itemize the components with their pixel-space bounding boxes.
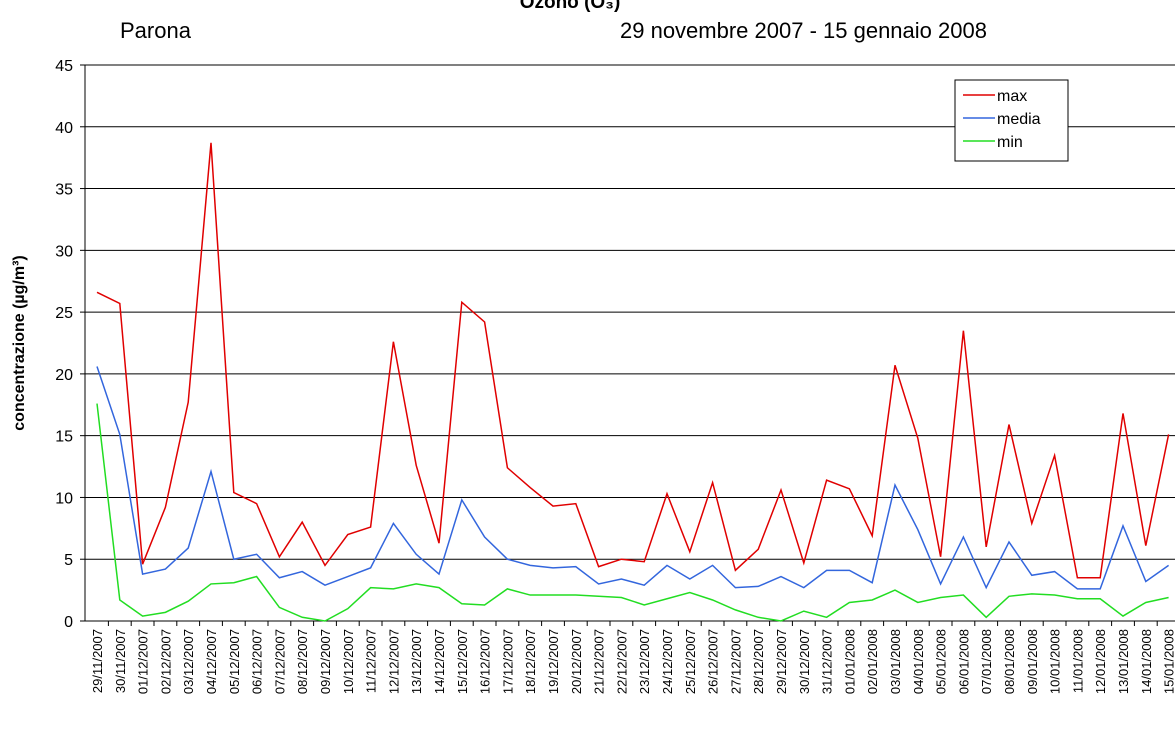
x-tick-label: 20/12/2007 bbox=[569, 629, 584, 694]
x-tick-label: 24/12/2007 bbox=[660, 629, 675, 694]
x-tick-label: 03/01/2008 bbox=[888, 629, 903, 694]
line bbox=[96, 142, 1170, 579]
subtitle: Parona bbox=[120, 18, 192, 43]
legend-label: min bbox=[997, 134, 1023, 151]
legend-label: media bbox=[997, 111, 1041, 128]
x-tick-label: 12/01/2008 bbox=[1093, 629, 1108, 694]
x-tick-label: 05/01/2008 bbox=[934, 629, 949, 694]
x-tick-label: 06/12/2007 bbox=[250, 629, 265, 694]
x-tick-label: 27/12/2007 bbox=[728, 629, 743, 694]
x-tick-label: 03/12/2007 bbox=[181, 629, 196, 694]
x-tick-label: 01/12/2007 bbox=[136, 629, 151, 694]
x-tick-label: 15/12/2007 bbox=[455, 629, 470, 694]
x-tick-label: 08/12/2007 bbox=[295, 629, 310, 694]
x-tick-label: 02/01/2008 bbox=[865, 629, 880, 694]
x-tick-label: 02/12/2007 bbox=[158, 629, 173, 694]
subtitle: 29 novembre 2007 - 15 gennaio 2008 bbox=[620, 18, 987, 43]
x-tick-label: 10/12/2007 bbox=[341, 629, 356, 694]
x-tick-label: 09/12/2007 bbox=[318, 629, 333, 694]
x-tick-label: 10/01/2008 bbox=[1048, 629, 1063, 694]
x-tick-label: 14/01/2008 bbox=[1139, 629, 1154, 694]
x-tick-label: 09/01/2008 bbox=[1025, 629, 1040, 694]
chart-title: Ozono (O₃) bbox=[520, 0, 621, 13]
x-tick-label: 04/12/2007 bbox=[204, 629, 219, 694]
x-tick-label: 29/12/2007 bbox=[774, 629, 789, 694]
line bbox=[96, 403, 1169, 622]
y-tick-label: 35 bbox=[55, 182, 73, 199]
x-tick-label: 15/01/2008 bbox=[1162, 629, 1175, 694]
y-tick-label: 45 bbox=[55, 58, 73, 75]
y-tick-label: 0 bbox=[64, 614, 73, 631]
x-tick-label: 16/12/2007 bbox=[478, 629, 493, 694]
x-tick-label: 25/12/2007 bbox=[683, 629, 698, 694]
x-tick-label: 06/01/2008 bbox=[956, 629, 971, 694]
x-tick-label: 21/12/2007 bbox=[592, 629, 607, 694]
legend-box bbox=[954, 79, 1069, 162]
x-tick-label: 22/12/2007 bbox=[614, 629, 629, 694]
y-tick-label: 5 bbox=[64, 552, 73, 569]
x-tick-label: 08/01/2008 bbox=[1002, 629, 1017, 694]
legend-label: max bbox=[997, 88, 1027, 105]
x-tick-label: 30/11/2007 bbox=[113, 629, 128, 693]
x-tick-label: 11/12/2007 bbox=[364, 629, 379, 693]
x-tick-label: 31/12/2007 bbox=[820, 629, 835, 694]
x-tick-label: 23/12/2007 bbox=[637, 629, 652, 694]
y-tick-label: 30 bbox=[55, 243, 73, 260]
x-tick-label: 04/01/2008 bbox=[911, 629, 926, 694]
x-tick-label: 29/11/2007 bbox=[90, 629, 105, 693]
x-tick-label: 14/12/2007 bbox=[432, 629, 447, 694]
x-tick-label: 13/12/2007 bbox=[409, 629, 424, 694]
x-tick-label: 01/01/2008 bbox=[842, 629, 857, 694]
x-tick-label: 11/01/2008 bbox=[1070, 629, 1085, 693]
x-tick-label: 07/12/2007 bbox=[272, 629, 287, 694]
x-tick-label: 19/12/2007 bbox=[546, 629, 561, 694]
y-tick-label: 15 bbox=[55, 429, 73, 446]
x-tick-label: 26/12/2007 bbox=[706, 629, 721, 694]
x-tick-label: 18/12/2007 bbox=[523, 629, 538, 694]
y-tick-label: 40 bbox=[55, 120, 73, 137]
x-tick-label: 13/01/2008 bbox=[1116, 629, 1131, 694]
x-tick-label: 28/12/2007 bbox=[751, 629, 766, 694]
line bbox=[96, 366, 1170, 590]
x-tick-label: 12/12/2007 bbox=[386, 629, 401, 694]
y-axis-label: concentrazione (µg/m³) bbox=[11, 255, 28, 430]
x-tick-label: 30/12/2007 bbox=[797, 629, 812, 694]
x-tick-label: 17/12/2007 bbox=[500, 629, 515, 694]
y-tick-label: 20 bbox=[55, 367, 73, 384]
x-tick-label: 05/12/2007 bbox=[227, 629, 242, 694]
y-tick-label: 10 bbox=[55, 490, 73, 507]
x-tick-label: 07/01/2008 bbox=[979, 629, 994, 694]
y-tick-label: 25 bbox=[55, 305, 73, 322]
